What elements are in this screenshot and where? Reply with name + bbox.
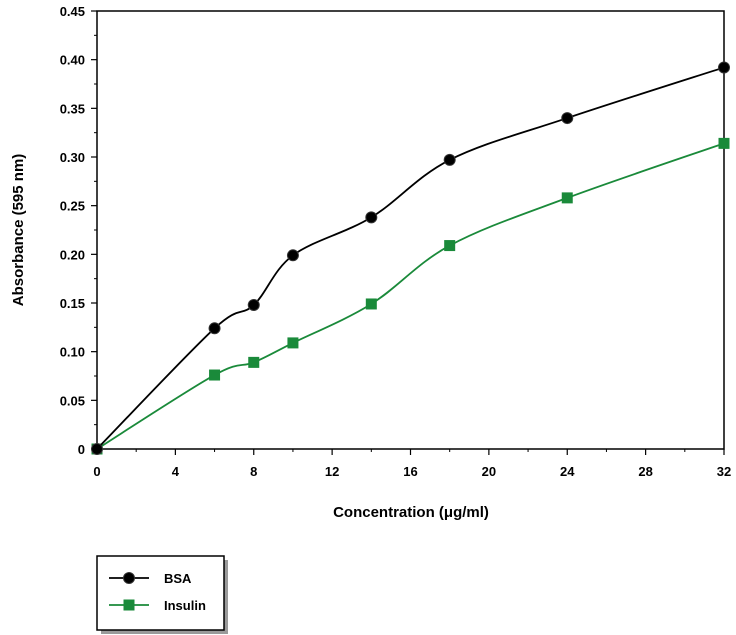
legend-item-bsa: BSA <box>109 571 192 586</box>
data-point <box>561 112 574 125</box>
series-line <box>96 66 725 450</box>
data-point <box>208 322 221 335</box>
y-tick-label: 0.20 <box>60 247 85 262</box>
data-point <box>561 192 573 204</box>
y-tick-label: 0.10 <box>60 345 85 360</box>
data-point <box>718 137 730 149</box>
series-bsa <box>91 61 730 455</box>
y-tick-label: 0.05 <box>60 393 85 408</box>
y-tick-label: 0.40 <box>60 53 85 68</box>
data-point <box>443 153 456 166</box>
data-point <box>91 443 103 455</box>
series-line <box>96 142 725 450</box>
x-axis-title: Concentration (μg/ml) <box>333 504 489 521</box>
series-insulin <box>91 137 730 455</box>
y-axis-ticks: 0 0.05 0.10 0.15 0.20 0.25 0.30 0.35 0.40 0.45 <box>60 4 97 457</box>
legend-item-insulin: Insulin <box>109 598 206 613</box>
x-axis-ticks: 0 4 8 12 16 20 24 28 32 <box>93 449 731 479</box>
x-tick-label: 32 <box>717 464 731 479</box>
y-tick-label: 0 <box>78 442 85 457</box>
x-tick-label: 4 <box>172 464 180 479</box>
x-tick-label: 8 <box>250 464 257 479</box>
legend-label: BSA <box>164 571 192 586</box>
y-tick-label: 0.30 <box>60 150 85 165</box>
data-point <box>248 356 260 368</box>
x-tick-label: 24 <box>560 464 575 479</box>
legend-items: BSA Insulin <box>109 571 206 613</box>
series-layer <box>91 61 730 455</box>
plot-frame <box>96 10 725 450</box>
legend-marker <box>123 572 135 584</box>
x-tick-label: 0 <box>93 464 100 479</box>
x-tick-label: 20 <box>482 464 496 479</box>
data-point <box>365 298 377 310</box>
y-tick-label: 0.15 <box>60 296 85 311</box>
x-tick-label: 16 <box>403 464 417 479</box>
legend-box <box>96 555 225 631</box>
data-point <box>247 298 260 311</box>
data-point <box>444 240 456 252</box>
x-tick-label: 12 <box>325 464 339 479</box>
legend: BSA Insulin <box>96 555 228 634</box>
y-tick-label: 0.45 <box>60 4 85 19</box>
legend-marker <box>123 599 135 611</box>
data-point <box>209 369 221 381</box>
legend-label: Insulin <box>164 598 206 613</box>
data-point <box>286 249 299 262</box>
data-point <box>287 337 299 349</box>
data-point <box>718 61 730 74</box>
y-tick-label: 0.35 <box>60 101 85 116</box>
y-axis-title: Absorbance (595 nm) <box>10 154 27 307</box>
data-point <box>365 211 378 224</box>
x-tick-label: 28 <box>638 464 652 479</box>
y-tick-label: 0.25 <box>60 199 85 214</box>
